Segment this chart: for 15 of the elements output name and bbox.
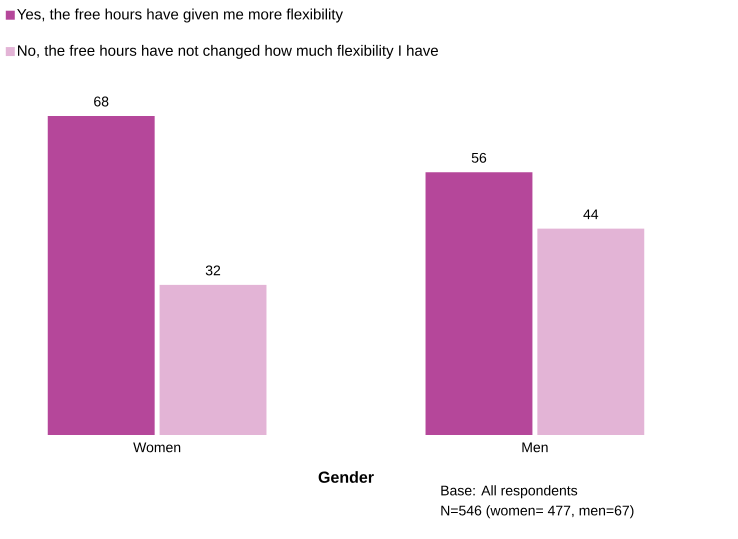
text: Base: All respondents: [441, 485, 578, 498]
x-tick-label: Men: [522, 442, 548, 452]
bar: [426, 172, 532, 435]
data-label: 44: [583, 209, 598, 220]
data-label: 32: [206, 265, 220, 276]
text: N=546 (women= 477, men=67): [441, 505, 634, 518]
bar: [160, 284, 266, 435]
x-axis-title: Gender: [318, 471, 374, 483]
legend-label: Yes, the free hours have given me more flexibility: [17, 8, 343, 23]
legend-label: No, the free hours have not changed how much flexibility I have: [18, 44, 438, 59]
x-tick-label: Women: [133, 442, 180, 452]
bar: [537, 228, 644, 435]
data-label: 68: [94, 96, 108, 106]
bar: [48, 116, 155, 435]
data-label: 56: [472, 152, 486, 163]
